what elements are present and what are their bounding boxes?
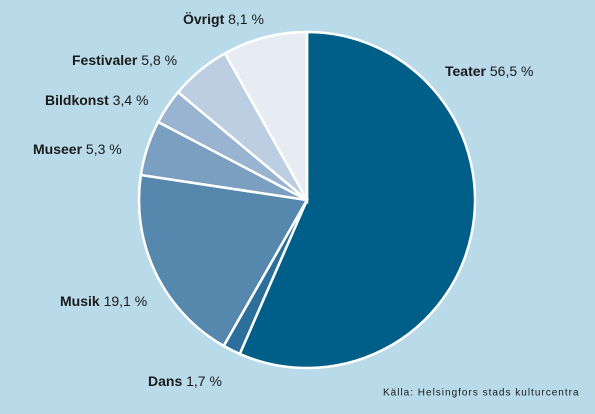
slice-label: Teater 56,5 % bbox=[445, 63, 533, 79]
slice-label: Dans 1,7 % bbox=[148, 373, 222, 389]
slice-label: Museer 5,3 % bbox=[33, 141, 122, 157]
category-name: Övrigt bbox=[183, 11, 225, 27]
category-name: Bildkonst bbox=[45, 92, 109, 108]
slice-label: Festivaler 5,8 % bbox=[72, 52, 177, 68]
slice-label: Musik 19,1 % bbox=[60, 293, 147, 309]
value-label: 5,8 % bbox=[141, 52, 177, 68]
category-name: Musik bbox=[60, 293, 100, 309]
category-name: Museer bbox=[33, 141, 83, 157]
value-label: 19,1 % bbox=[104, 293, 148, 309]
source: Källa: Helsingfors stads kulturcentra bbox=[383, 388, 580, 399]
pie-slice bbox=[238, 30, 477, 370]
category-name: Festivaler bbox=[72, 52, 138, 68]
value-label: 5,3 % bbox=[86, 141, 122, 157]
slice-label: Bildkonst 3,4 % bbox=[45, 92, 148, 108]
value-label: 56,5 % bbox=[490, 63, 534, 79]
category-name: Dans bbox=[148, 373, 182, 389]
slice-label: Övrigt 8,1 % bbox=[183, 11, 264, 27]
value-label: 1,7 % bbox=[186, 373, 222, 389]
pie-slice bbox=[223, 30, 309, 205]
value-label: 3,4 % bbox=[113, 92, 149, 108]
pie-slice bbox=[137, 173, 309, 348]
value-label: 8,1 % bbox=[228, 11, 264, 27]
category-name: Teater bbox=[445, 63, 487, 79]
